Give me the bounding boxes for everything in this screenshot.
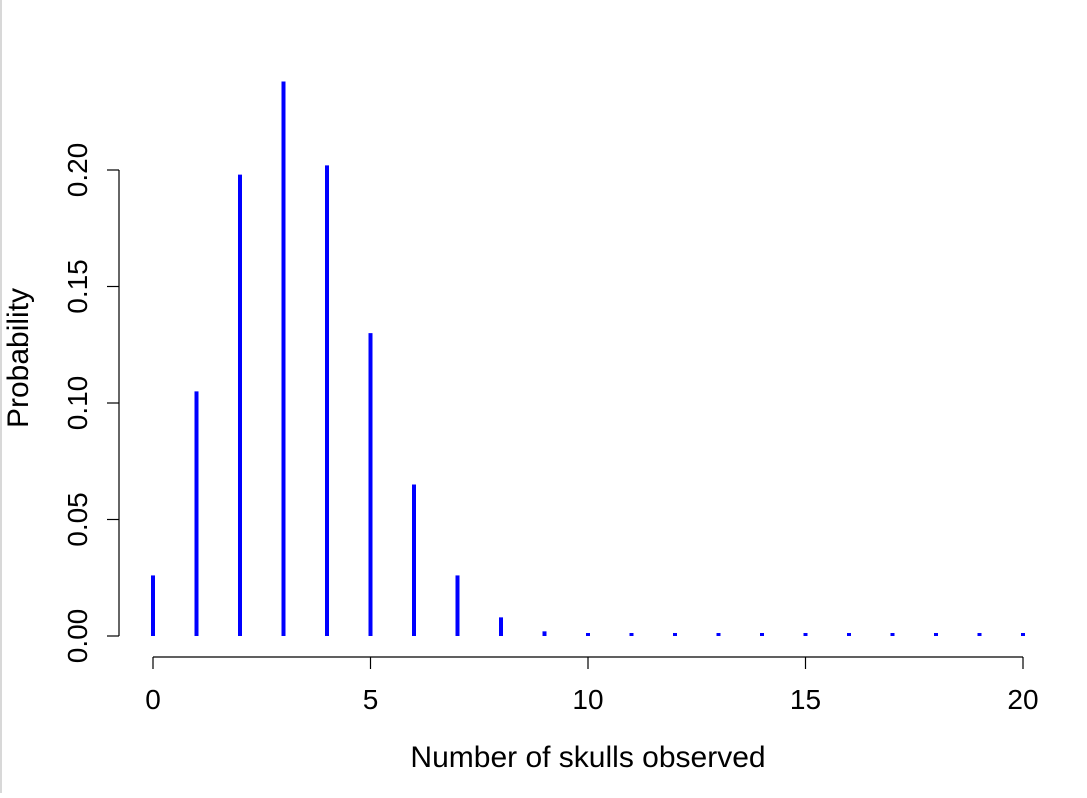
x-tick-label: 0 <box>145 684 161 715</box>
x-tick-label: 15 <box>790 684 821 715</box>
y-tick-label: 0.05 <box>62 492 93 547</box>
frame-border <box>0 0 2 793</box>
x-axis: 0 5 10 15 20 <box>145 656 1039 715</box>
x-tick-label: 10 <box>572 684 603 715</box>
y-axis-label: Probability <box>2 288 35 428</box>
bars-group <box>151 81 1025 636</box>
y-tick-label: 0.20 <box>62 143 93 198</box>
y-tick-label: 0.00 <box>62 609 93 664</box>
y-tick-label: 0.10 <box>62 376 93 431</box>
y-axis: 0.00 0.05 0.10 0.15 0.20 <box>62 143 120 664</box>
x-axis-label: Number of skulls observed <box>410 741 765 774</box>
x-tick-label: 20 <box>1007 684 1038 715</box>
x-tick-label: 5 <box>363 684 379 715</box>
y-tick-label: 0.15 <box>62 259 93 314</box>
